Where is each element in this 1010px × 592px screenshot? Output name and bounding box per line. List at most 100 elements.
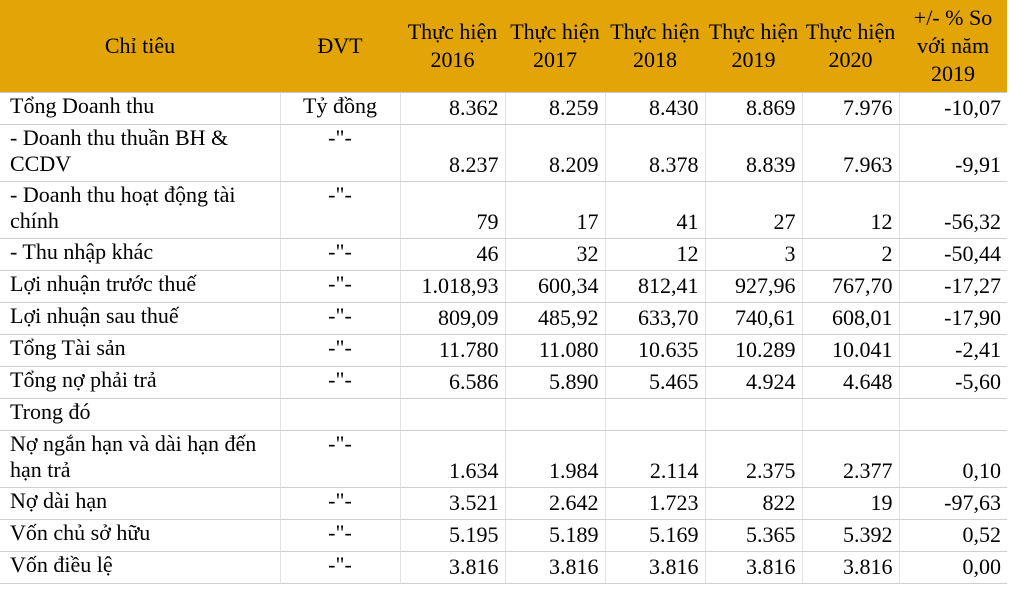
row-value: 11.780 — [400, 334, 506, 367]
row-value: -2,41 — [899, 334, 1007, 367]
row-value: 3.816 — [802, 551, 900, 584]
row-value — [400, 398, 506, 431]
row-value: 5.392 — [802, 519, 900, 552]
table-row: Nợ ngắn hạn và dài hạn đến hạn trả -"- 1.6… — [0, 430, 1007, 488]
row-label: Nợ ngắn hạn và dài hạn đến hạn trả — [0, 430, 281, 488]
row-unit: -"- — [280, 519, 401, 552]
row-value: 812,41 — [605, 270, 706, 303]
row-unit: Tỷ đồng — [280, 92, 401, 125]
row-value: 3.816 — [605, 551, 706, 584]
row-value: 10.041 — [802, 334, 900, 367]
row-value — [802, 398, 900, 431]
row-unit: -"- — [280, 487, 401, 520]
table-row: Tổng Doanh thu Tỷ đồng 8.362 8.259 8.430 8.86… — [0, 92, 1007, 125]
row-label: - Doanh thu thuần BH & CCDV — [0, 124, 281, 182]
row-label: Vốn điều lệ — [0, 551, 281, 584]
row-label: Vốn chủ sở hữu — [0, 519, 281, 552]
row-value: 4.648 — [802, 366, 900, 399]
row-value: 822 — [705, 487, 803, 520]
row-value: 11.080 — [505, 334, 606, 367]
table-header-row: Chỉ tiêu ĐVT Thực hiện 2016 Thực hiện 20… — [0, 0, 1007, 93]
row-unit: -"- — [280, 430, 401, 488]
table-row: Lợi nhuận trước thuế -"- 1.018,93 600,34 812… — [0, 270, 1007, 303]
row-value: 3.521 — [400, 487, 506, 520]
row-value: 5.465 — [605, 366, 706, 399]
row-value: 1.634 — [400, 430, 506, 488]
row-unit: -"- — [280, 124, 401, 182]
row-value: 8.237 — [400, 124, 506, 182]
header-2020: Thực hiện 2020 — [802, 0, 899, 93]
row-value: -97,63 — [899, 487, 1007, 520]
row-value: 767,70 — [802, 270, 900, 303]
row-value: 32 — [505, 238, 606, 271]
table-body: Tổng Doanh thu Tỷ đồng 8.362 8.259 8.430 8.86… — [0, 92, 1007, 584]
header-unit: ĐVT — [280, 0, 400, 93]
row-value: 19 — [802, 487, 900, 520]
header-2016: Thực hiện 2016 — [400, 0, 505, 93]
row-value — [899, 398, 1007, 431]
row-value — [505, 398, 606, 431]
row-value: 5.189 — [505, 519, 606, 552]
row-value: 608,01 — [802, 302, 900, 335]
row-value — [705, 398, 803, 431]
header-2019: Thực hiện 2019 — [705, 0, 802, 93]
table-row: - Doanh thu hoạt động tài chính -"- 79 17 41… — [0, 181, 1007, 239]
row-value: 0,00 — [899, 551, 1007, 584]
row-label: Tổng Tài sản — [0, 334, 281, 367]
table-row: Lợi nhuận sau thuế -"- 809,09 485,92 633,70 7… — [0, 302, 1007, 335]
row-label: Trong đó — [0, 398, 281, 431]
row-value: 5.195 — [400, 519, 506, 552]
row-value: 3.816 — [705, 551, 803, 584]
row-value: 8.259 — [505, 92, 606, 125]
row-value: 2.642 — [505, 487, 606, 520]
header-change-vs-2019: +/- % So với năm 2019 — [899, 0, 1007, 93]
row-unit: -"- — [280, 551, 401, 584]
row-value: 27 — [705, 181, 803, 239]
row-value: -9,91 — [899, 124, 1007, 182]
row-value — [605, 398, 706, 431]
row-label: - Thu nhập khác — [0, 238, 281, 271]
table-row: - Doanh thu thuần BH & CCDV -"- 8.237 8.209… — [0, 124, 1007, 182]
row-value: -50,44 — [899, 238, 1007, 271]
row-label: - Doanh thu hoạt động tài chính — [0, 181, 281, 239]
row-value: 10.635 — [605, 334, 706, 367]
row-value: 2.375 — [705, 430, 803, 488]
row-value: 7.976 — [802, 92, 900, 125]
row-value: 41 — [605, 181, 706, 239]
row-value: 8.839 — [705, 124, 803, 182]
row-value: 809,09 — [400, 302, 506, 335]
row-value: 5.890 — [505, 366, 606, 399]
row-value: 3.816 — [505, 551, 606, 584]
row-label: Lợi nhuận sau thuế — [0, 302, 281, 335]
table-row: Vốn chủ sở hữu -"- 5.195 5.189 5.169 5.365 5.3… — [0, 519, 1007, 552]
row-unit: -"- — [280, 334, 401, 367]
row-unit: -"- — [280, 302, 401, 335]
row-value: 740,61 — [705, 302, 803, 335]
row-value: 46 — [400, 238, 506, 271]
row-value: 1.018,93 — [400, 270, 506, 303]
row-value: 0,10 — [899, 430, 1007, 488]
row-value: 633,70 — [605, 302, 706, 335]
row-value: 79 — [400, 181, 506, 239]
row-unit: -"- — [280, 181, 401, 239]
row-label: Nợ dài hạn — [0, 487, 281, 520]
row-value: 1.984 — [505, 430, 606, 488]
table-row: Nợ dài hạn -"- 3.521 2.642 1.723 822 19 -97,63 — [0, 487, 1007, 520]
row-value: 7.963 — [802, 124, 900, 182]
row-value: 2.114 — [605, 430, 706, 488]
row-value: 5.365 — [705, 519, 803, 552]
row-label: Tổng Doanh thu — [0, 92, 281, 125]
row-value: 2.377 — [802, 430, 900, 488]
row-value: 5.169 — [605, 519, 706, 552]
table-row: Vốn điều lệ -"- 3.816 3.816 3.816 3.816 3.816 0… — [0, 551, 1007, 584]
row-value: -17,90 — [899, 302, 1007, 335]
row-value: 2 — [802, 238, 900, 271]
row-value: 3.816 — [400, 551, 506, 584]
row-value: 12 — [802, 181, 900, 239]
header-2017: Thực hiện 2017 — [505, 0, 605, 93]
table-row: Tổng nợ phải trả -"- 6.586 5.890 5.465 4.924 4… — [0, 366, 1007, 399]
row-value: 0,52 — [899, 519, 1007, 552]
table-row: Tổng Tài sản -"- 11.780 11.080 10.635 10.289 1… — [0, 334, 1007, 367]
header-indicator: Chỉ tiêu — [0, 0, 280, 93]
row-value: 485,92 — [505, 302, 606, 335]
